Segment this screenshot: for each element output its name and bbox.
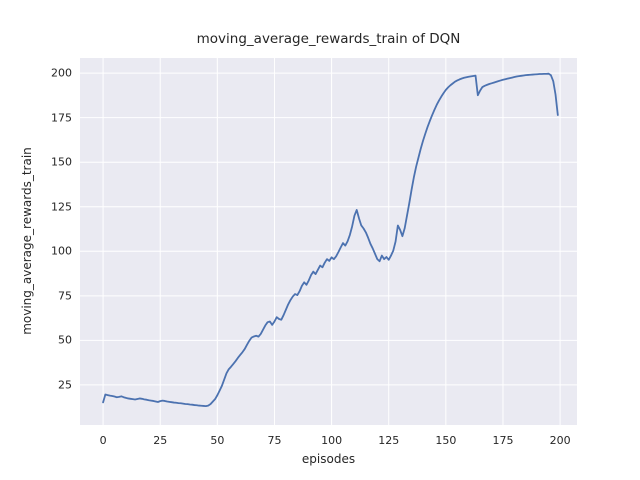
x-tick-label: 75 [267,434,282,447]
chart-title: moving_average_rewards_train of DQN [196,31,461,47]
y-tick-label: 25 [58,378,72,392]
x-tick-label: 25 [153,434,168,447]
plot-area [80,58,577,425]
x-tick-label: 200 [549,434,571,447]
x-tick-label: 125 [378,434,400,447]
x-tick-label: 0 [99,434,107,447]
x-tick-label: 100 [321,434,343,447]
x-tick-label: 150 [435,434,457,447]
line-chart [80,58,577,425]
y-tick-label: 175 [51,111,72,125]
x-axis-label: episodes [301,452,356,466]
data-line-dqn [102,72,559,408]
y-tick-label: 200 [51,66,72,80]
x-tick-label: 50 [210,434,225,447]
x-tick-label: 175 [492,434,514,447]
y-tick-label: 50 [58,333,72,347]
y-axis-label: moving_average_rewards_train [20,147,34,335]
